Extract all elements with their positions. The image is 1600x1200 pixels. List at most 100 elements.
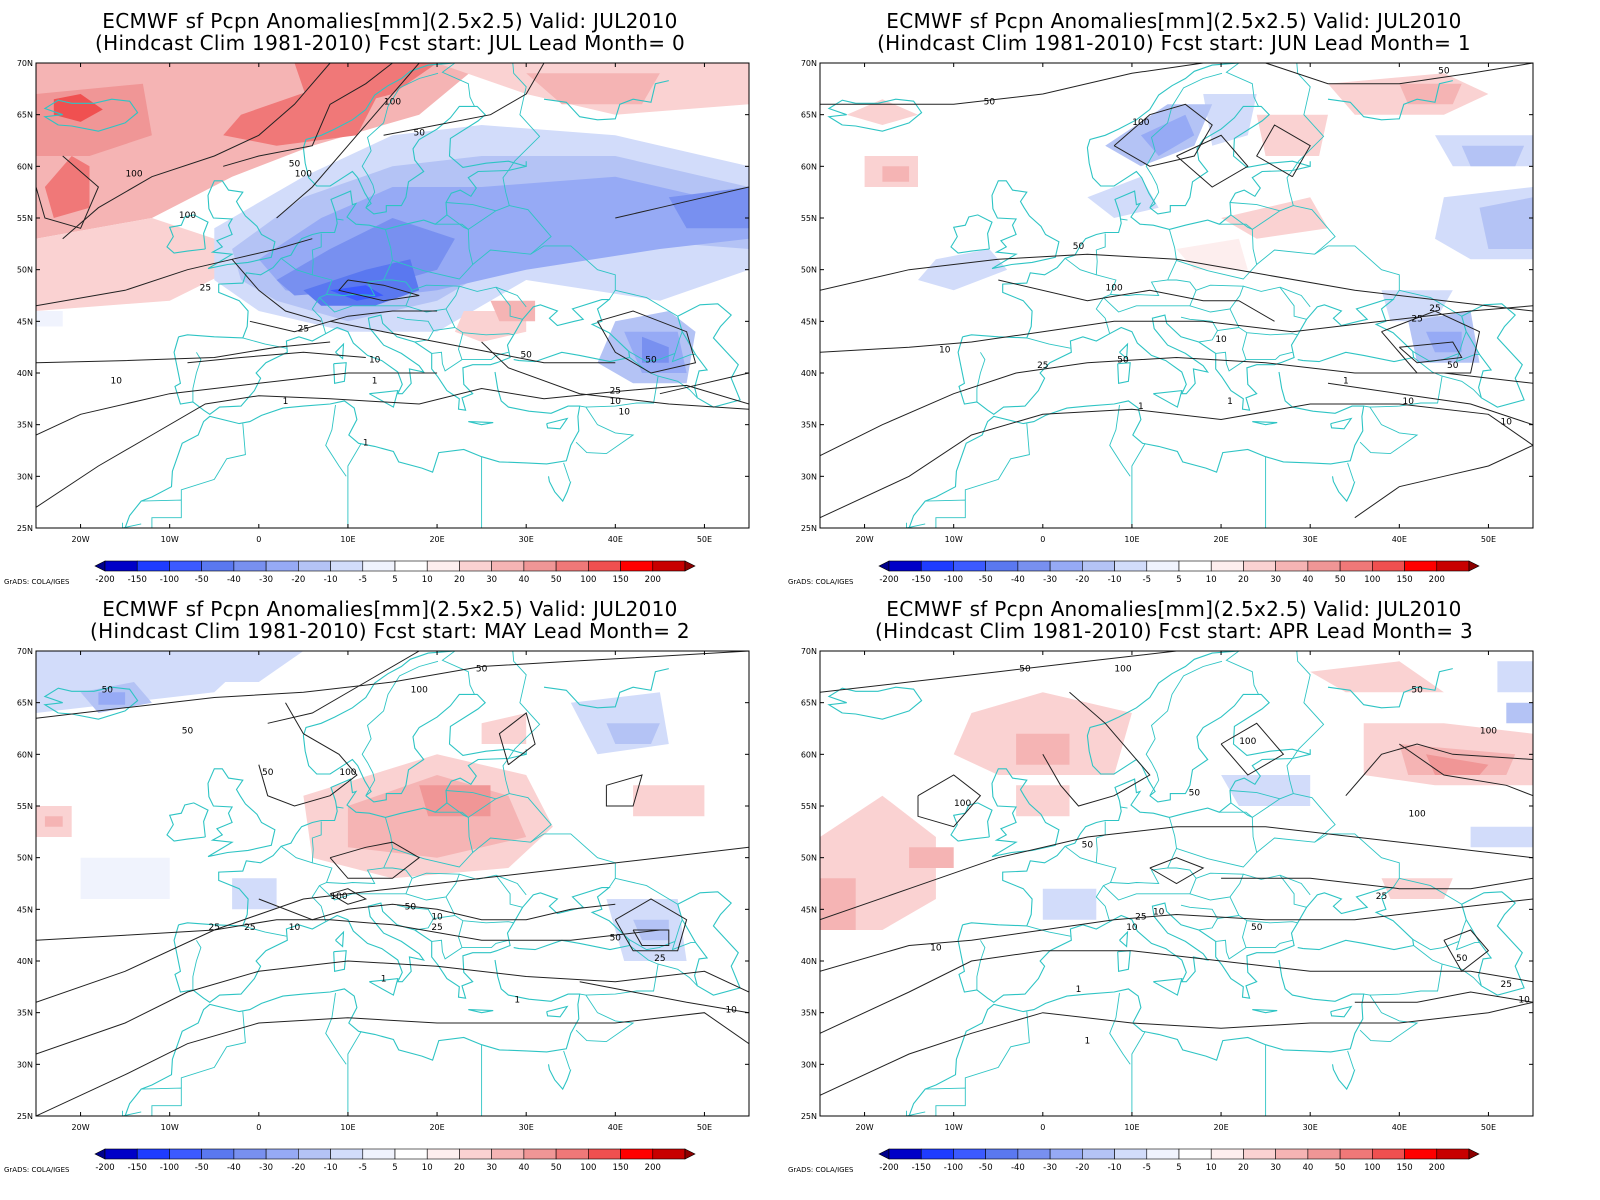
colorbar-label: -100 bbox=[944, 1163, 963, 1173]
coastline bbox=[950, 214, 993, 254]
coastline bbox=[1330, 1005, 1353, 1018]
country-border bbox=[1256, 245, 1400, 300]
contour-label: 50 bbox=[1411, 685, 1423, 695]
grads-credit: GrADS: COLA/IGES bbox=[788, 1166, 854, 1174]
coastline bbox=[207, 180, 276, 270]
anomaly-shading bbox=[606, 723, 660, 744]
country-border bbox=[1399, 289, 1462, 317]
anomaly-shading bbox=[419, 785, 491, 817]
anomaly-shading bbox=[1399, 83, 1462, 105]
country-border bbox=[361, 660, 439, 796]
lon-label: 10W bbox=[161, 535, 179, 544]
coastline bbox=[957, 921, 1110, 1003]
contour-label: 100 bbox=[1106, 283, 1123, 293]
anomaly-shading bbox=[1426, 331, 1462, 353]
colorbar-label: 200 bbox=[1429, 575, 1445, 585]
colorbar-label: 200 bbox=[645, 575, 661, 585]
colorbar-label: 20 bbox=[1238, 1163, 1249, 1173]
coastline bbox=[1086, 63, 1293, 209]
country-border bbox=[347, 1031, 362, 1116]
lon-label: 20E bbox=[429, 1123, 444, 1132]
lon-label: 30E bbox=[1303, 1123, 1318, 1132]
lat-label: 60N bbox=[801, 162, 817, 171]
climatology-contour bbox=[62, 63, 331, 240]
colorbar-label: -40 bbox=[1011, 575, 1025, 585]
country-border bbox=[192, 940, 202, 990]
colorbar-label: -100 bbox=[160, 575, 179, 585]
country-border bbox=[508, 63, 541, 171]
coastline bbox=[369, 977, 399, 996]
climatology-contour bbox=[36, 238, 313, 307]
lat-label: 35N bbox=[801, 421, 817, 430]
coastline bbox=[513, 947, 520, 950]
coastline bbox=[1327, 80, 1453, 121]
lat-label: 60N bbox=[17, 750, 33, 759]
country-border bbox=[192, 352, 202, 402]
colorbar-label: -100 bbox=[160, 1163, 179, 1173]
colorbar-label: 100 bbox=[580, 575, 596, 585]
panel-title-line1: ECMWF sf Pcpn Anomalies[mm](2.5x2.5) Val… bbox=[102, 9, 678, 33]
coastline bbox=[173, 333, 326, 415]
country-border bbox=[1279, 286, 1311, 308]
climatology-contour bbox=[36, 919, 660, 941]
country-border bbox=[509, 205, 552, 255]
country-border bbox=[925, 499, 966, 528]
country-border bbox=[1176, 223, 1258, 280]
coastline bbox=[1327, 668, 1453, 709]
colorbar-segment bbox=[201, 1148, 235, 1160]
country-border bbox=[1363, 945, 1443, 996]
coastline bbox=[827, 98, 923, 132]
country-border bbox=[575, 406, 635, 455]
country-border bbox=[326, 817, 393, 884]
climatology-contour bbox=[1149, 857, 1205, 885]
coastline bbox=[1252, 421, 1278, 426]
country-border bbox=[1441, 963, 1482, 987]
contour-label: 1 bbox=[1076, 985, 1082, 995]
colorbar-label: 100 bbox=[1364, 1163, 1380, 1173]
coastline bbox=[1119, 930, 1129, 948]
anomaly-shading bbox=[490, 300, 536, 322]
colorbar: -200 -150 -100 -50 -40 -30 -20 -10 -5 5 10 20 30 40 50… bbox=[94, 560, 696, 585]
climatology-contour bbox=[481, 341, 749, 410]
coastline bbox=[547, 1064, 572, 1091]
colorbar-segment bbox=[1082, 560, 1115, 572]
country-border bbox=[1110, 229, 1177, 296]
colorbar-segment bbox=[1082, 1148, 1115, 1160]
country-border bbox=[1120, 806, 1128, 809]
climatology-contour bbox=[1256, 124, 1311, 178]
colorbar-segment bbox=[1436, 1148, 1470, 1160]
lon-label: 50E bbox=[697, 1123, 712, 1132]
country-border bbox=[1399, 877, 1462, 905]
colorbar-label: -150 bbox=[912, 575, 931, 585]
coastline bbox=[325, 887, 631, 999]
colorbar-segment bbox=[1114, 560, 1148, 572]
colorbar-label: -50 bbox=[979, 575, 993, 585]
contour-label: 50 bbox=[1438, 66, 1450, 76]
country-border bbox=[311, 233, 322, 275]
country-border bbox=[459, 873, 523, 908]
coastline bbox=[325, 299, 631, 411]
colorbar-segment bbox=[1275, 560, 1309, 572]
colorbar-label: -20 bbox=[291, 575, 305, 585]
contour-label: 50 bbox=[1117, 356, 1129, 366]
anomaly-shading bbox=[1470, 826, 1533, 848]
contour-label: 10 bbox=[1153, 908, 1165, 918]
lon-label: 10E bbox=[340, 1123, 355, 1132]
contour-label: 10 bbox=[939, 345, 951, 355]
coastline bbox=[543, 668, 669, 709]
contour-label: 10 bbox=[431, 913, 443, 923]
colorbar-segment bbox=[394, 560, 428, 572]
climatology-contour bbox=[36, 960, 749, 1055]
country-border bbox=[1293, 205, 1336, 255]
panel-title-line1: ECMWF sf Pcpn Anomalies[mm](2.5x2.5) Val… bbox=[102, 597, 678, 621]
contour-label: 1 bbox=[1138, 402, 1144, 412]
anomaly-shading bbox=[953, 692, 1132, 775]
contour-label: 50 bbox=[520, 351, 532, 361]
colorbar-arrow-left bbox=[878, 1148, 890, 1160]
lon-label: 40E bbox=[608, 1123, 623, 1132]
lat-label: 30N bbox=[801, 472, 817, 481]
anomaly-shading bbox=[1016, 785, 1070, 817]
colorbar-segment bbox=[426, 1148, 460, 1160]
coastline bbox=[1149, 693, 1311, 803]
